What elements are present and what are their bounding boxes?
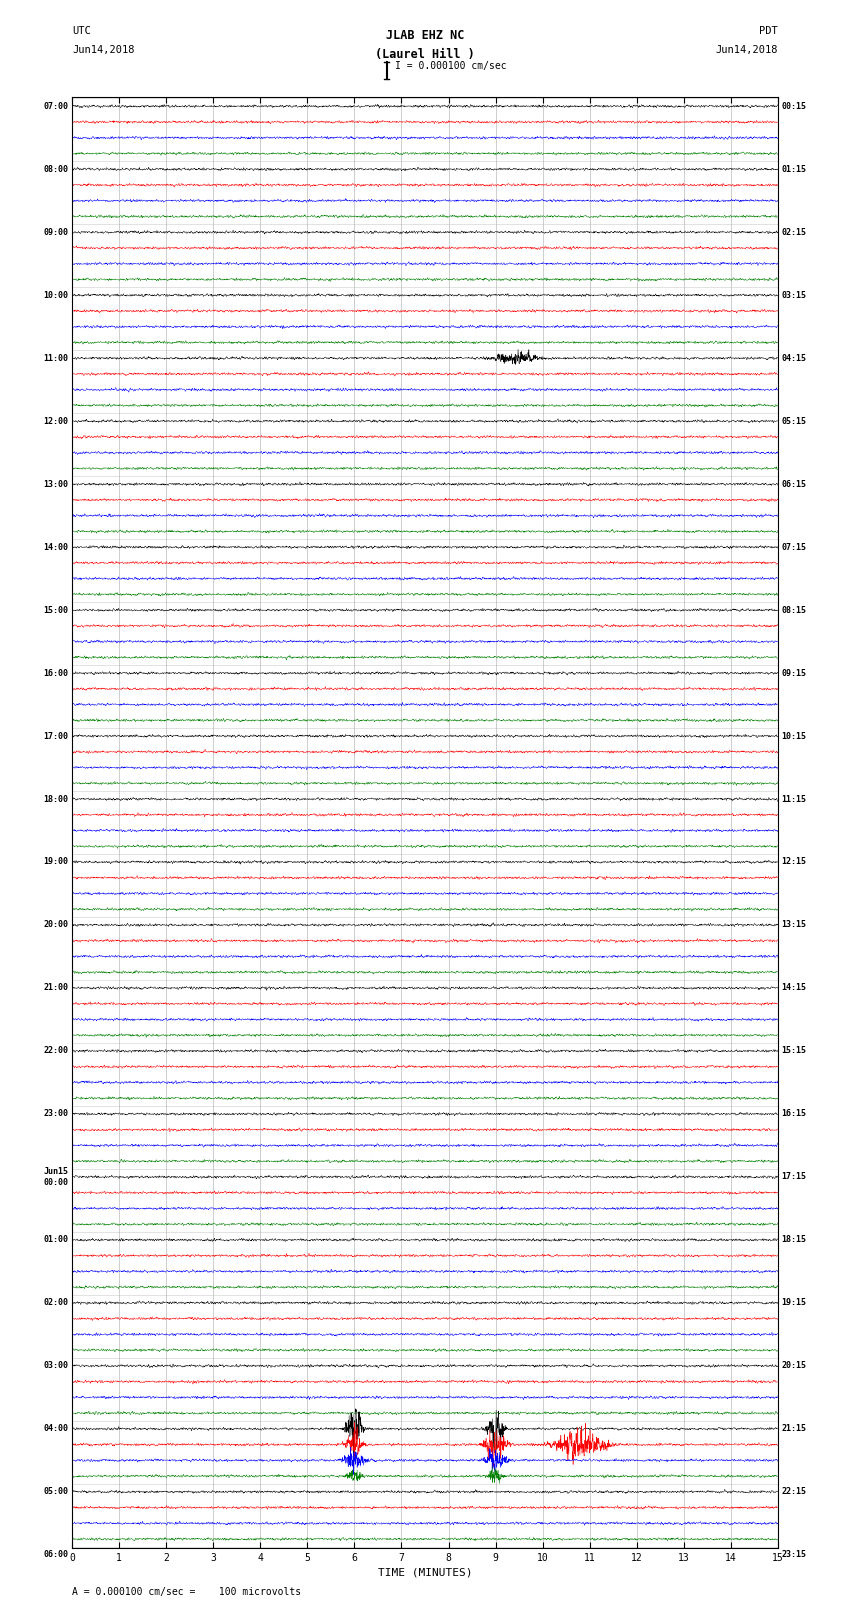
Text: 01:15: 01:15: [781, 165, 807, 174]
Text: 14:15: 14:15: [781, 984, 807, 992]
Text: 04:15: 04:15: [781, 353, 807, 363]
Text: 06:00: 06:00: [43, 1550, 69, 1560]
Text: 18:15: 18:15: [781, 1236, 807, 1244]
Text: 16:15: 16:15: [781, 1110, 807, 1118]
Text: PDT: PDT: [759, 26, 778, 35]
Text: Jun14,2018: Jun14,2018: [72, 45, 135, 55]
Text: 09:00: 09:00: [43, 227, 69, 237]
Text: 20:00: 20:00: [43, 921, 69, 929]
Text: 23:00: 23:00: [43, 1110, 69, 1118]
Text: UTC: UTC: [72, 26, 91, 35]
Text: 13:15: 13:15: [781, 921, 807, 929]
Text: 18:00: 18:00: [43, 795, 69, 803]
Text: 15:00: 15:00: [43, 605, 69, 615]
Text: Jun15
00:00: Jun15 00:00: [43, 1168, 69, 1187]
Text: 03:00: 03:00: [43, 1361, 69, 1371]
Text: 05:00: 05:00: [43, 1487, 69, 1497]
Text: 12:15: 12:15: [781, 858, 807, 866]
Text: 02:15: 02:15: [781, 227, 807, 237]
Text: 11:00: 11:00: [43, 353, 69, 363]
Text: 07:15: 07:15: [781, 542, 807, 552]
Text: 21:15: 21:15: [781, 1424, 807, 1434]
Text: 13:00: 13:00: [43, 479, 69, 489]
Text: 05:15: 05:15: [781, 416, 807, 426]
Text: (Laurel Hill ): (Laurel Hill ): [375, 48, 475, 61]
Text: 14:00: 14:00: [43, 542, 69, 552]
Text: 21:00: 21:00: [43, 984, 69, 992]
X-axis label: TIME (MINUTES): TIME (MINUTES): [377, 1568, 473, 1578]
Text: 20:15: 20:15: [781, 1361, 807, 1371]
Text: I = 0.000100 cm/sec: I = 0.000100 cm/sec: [395, 61, 507, 71]
Text: 22:15: 22:15: [781, 1487, 807, 1497]
Text: 19:00: 19:00: [43, 858, 69, 866]
Text: 02:00: 02:00: [43, 1298, 69, 1308]
Text: 19:15: 19:15: [781, 1298, 807, 1308]
Text: 10:15: 10:15: [781, 732, 807, 740]
Text: 04:00: 04:00: [43, 1424, 69, 1434]
Text: 17:00: 17:00: [43, 732, 69, 740]
Text: Jun14,2018: Jun14,2018: [715, 45, 778, 55]
Text: 10:00: 10:00: [43, 290, 69, 300]
Text: 11:15: 11:15: [781, 795, 807, 803]
Text: 15:15: 15:15: [781, 1047, 807, 1055]
Text: 08:00: 08:00: [43, 165, 69, 174]
Text: 22:00: 22:00: [43, 1047, 69, 1055]
Text: 09:15: 09:15: [781, 668, 807, 677]
Text: 12:00: 12:00: [43, 416, 69, 426]
Text: 01:00: 01:00: [43, 1236, 69, 1244]
Text: 06:15: 06:15: [781, 479, 807, 489]
Text: 07:00: 07:00: [43, 102, 69, 111]
Text: JLAB EHZ NC: JLAB EHZ NC: [386, 29, 464, 42]
Text: 00:15: 00:15: [781, 102, 807, 111]
Text: 08:15: 08:15: [781, 605, 807, 615]
Text: 16:00: 16:00: [43, 668, 69, 677]
Text: 17:15: 17:15: [781, 1173, 807, 1181]
Text: A = 0.000100 cm/sec =    100 microvolts: A = 0.000100 cm/sec = 100 microvolts: [72, 1587, 302, 1597]
Text: 23:15: 23:15: [781, 1550, 807, 1560]
Text: 03:15: 03:15: [781, 290, 807, 300]
